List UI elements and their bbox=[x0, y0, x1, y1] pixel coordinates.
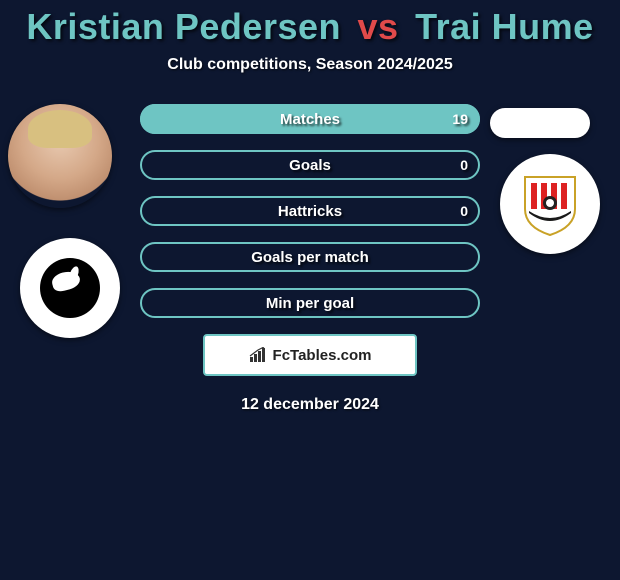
comparison-title: Kristian Pedersen vs Trai Hume bbox=[0, 0, 620, 48]
player2-club-badge bbox=[500, 154, 600, 254]
attribution-text: FcTables.com bbox=[273, 347, 372, 364]
stat-value-right: 0 bbox=[460, 196, 468, 226]
vs-text: vs bbox=[358, 6, 399, 47]
date-text: 12 december 2024 bbox=[0, 396, 620, 414]
stat-row: Goals0 bbox=[140, 150, 480, 180]
stat-label: Goals per match bbox=[140, 242, 480, 272]
stat-row: Matches19 bbox=[140, 104, 480, 134]
stat-row: Min per goal bbox=[140, 288, 480, 318]
content-area: Matches19Goals0Hattricks0Goals per match… bbox=[0, 104, 620, 414]
player1-avatar bbox=[8, 104, 112, 208]
stat-row: Goals per match bbox=[140, 242, 480, 272]
player2-avatar bbox=[490, 108, 590, 138]
stat-label: Hattricks bbox=[140, 196, 480, 226]
chart-icon bbox=[249, 347, 269, 363]
stat-label: Matches bbox=[140, 104, 480, 134]
stat-value-right: 19 bbox=[452, 104, 468, 134]
stat-label: Goals bbox=[140, 150, 480, 180]
swansea-icon bbox=[40, 258, 100, 318]
stat-label: Min per goal bbox=[140, 288, 480, 318]
stat-value-right: 0 bbox=[460, 150, 468, 180]
player2-name: Trai Hume bbox=[415, 6, 594, 47]
player1-club-badge bbox=[20, 238, 120, 338]
attribution-box: FcTables.com bbox=[203, 334, 417, 376]
subtitle: Club competitions, Season 2024/2025 bbox=[0, 56, 620, 74]
player1-name: Kristian Pedersen bbox=[26, 6, 341, 47]
stat-rows: Matches19Goals0Hattricks0Goals per match… bbox=[140, 104, 480, 318]
sunderland-icon bbox=[515, 169, 585, 239]
stat-row: Hattricks0 bbox=[140, 196, 480, 226]
